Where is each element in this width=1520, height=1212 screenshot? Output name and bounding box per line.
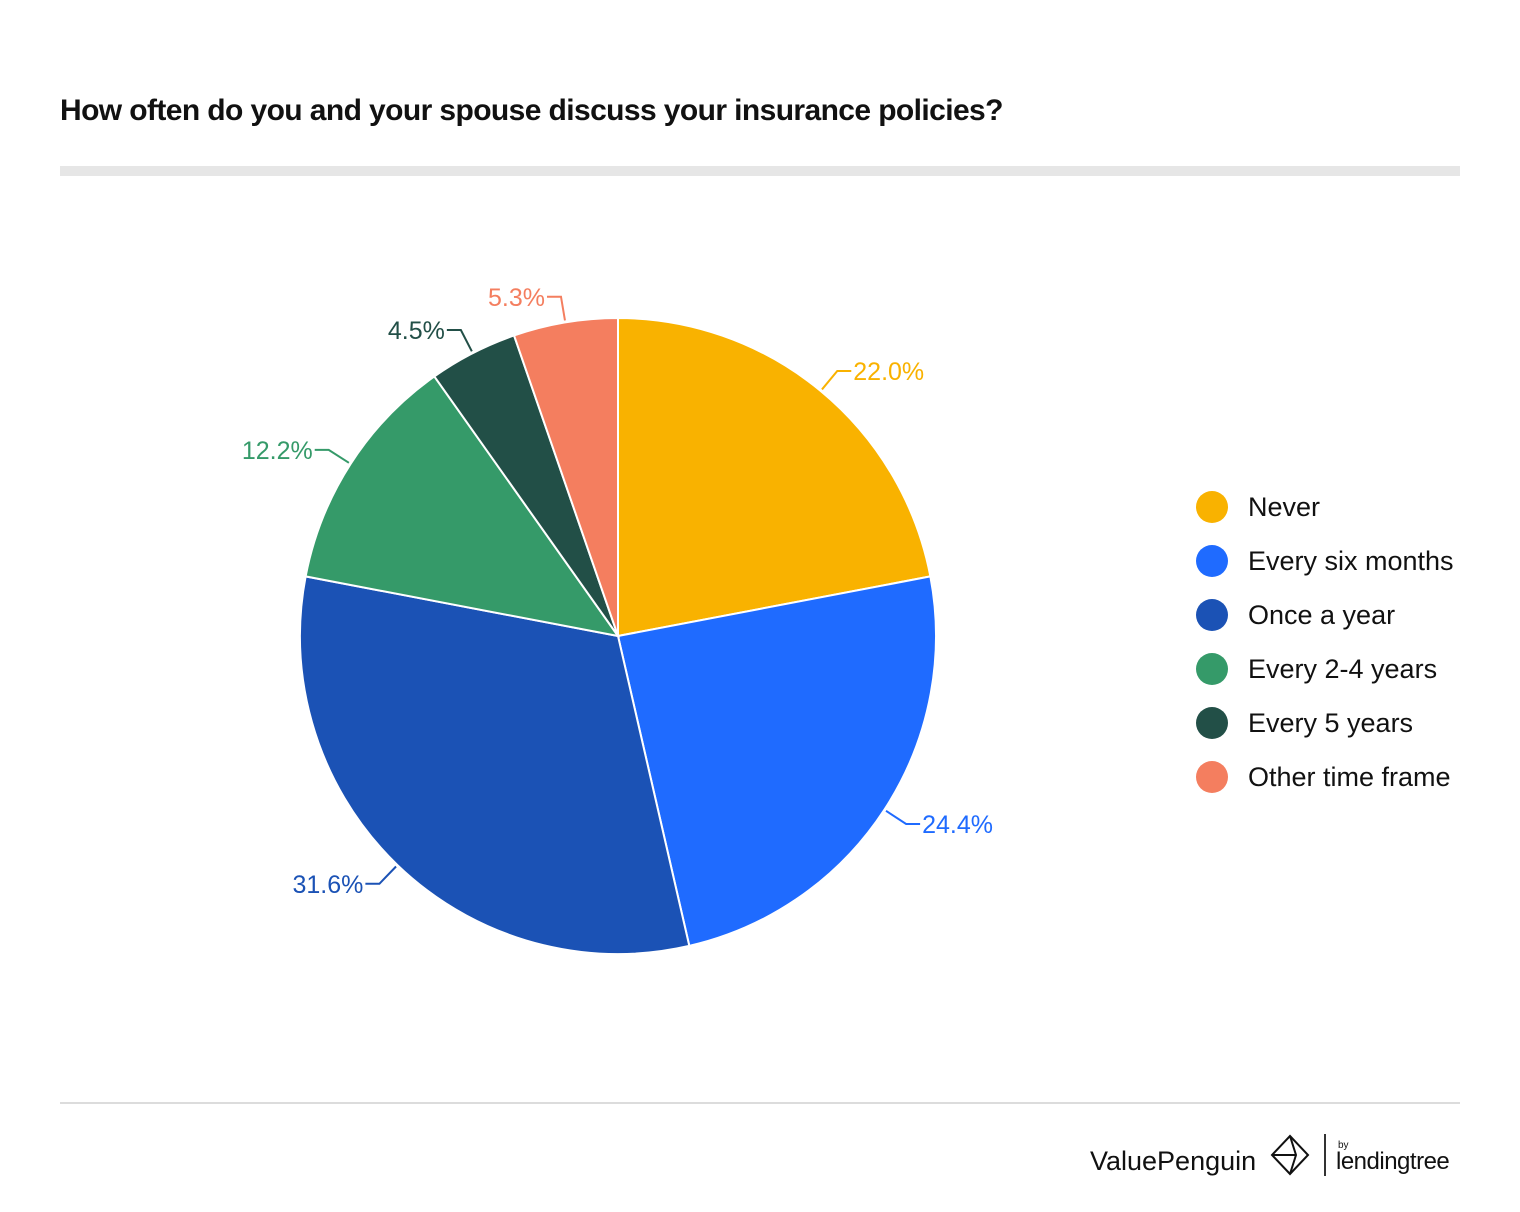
- leader-line-every-six-months: [885, 810, 921, 825]
- legend-label: Once a year: [1248, 599, 1396, 630]
- pie-slice-other-time-frame: [512, 316, 619, 637]
- data-label-never: 22.0%: [853, 358, 924, 386]
- pie-slice-never: [617, 316, 932, 638]
- chart-legend: Never Every six months Once a year Every 2-…: [1196, 480, 1454, 804]
- footer-divider: [60, 1102, 1460, 1104]
- legend-item-once-a-year: Once a year: [1196, 588, 1454, 642]
- lendingtree-wordmark: lendingtree: [1336, 1148, 1450, 1175]
- legend-item-never: Never: [1196, 480, 1454, 534]
- legend-swatch: [1196, 653, 1228, 685]
- legend-swatch: [1196, 599, 1228, 631]
- legend-label: Never: [1248, 491, 1321, 522]
- title-divider-bar: [60, 166, 1460, 176]
- legend-item-every-2-4-years: Every 2-4 years: [1196, 642, 1454, 696]
- leader-line-every-2-4-years: [314, 448, 350, 464]
- valuepenguin-diamond-logo-icon: [1270, 1134, 1310, 1176]
- legend-swatch: [1196, 545, 1228, 577]
- data-label-other-time-frame: 5.3%: [488, 284, 545, 312]
- chart-title: How often do you and your spouse discuss…: [60, 94, 1003, 127]
- data-label-every-5-years: 4.5%: [388, 317, 445, 345]
- leader-line-other-time-frame: [546, 295, 566, 321]
- legend-swatch: [1196, 707, 1228, 739]
- leader-line-every-5-years: [446, 328, 473, 352]
- legend-label: Every six months: [1248, 545, 1454, 576]
- data-label-every-2-4-years: 12.2%: [242, 437, 313, 465]
- legend-swatch: [1196, 761, 1228, 793]
- data-label-once-a-year: 31.6%: [292, 871, 363, 899]
- valuepenguin-wordmark: ValuePenguin: [1090, 1146, 1257, 1176]
- legend-item-every-six-months: Every six months: [1196, 534, 1454, 588]
- legend-label: Other time frame: [1248, 761, 1451, 792]
- pie-slice-once-a-year: [299, 575, 691, 955]
- legend-item-every-5-years: Every 5 years: [1196, 696, 1454, 750]
- brand-by-text: by: [1338, 1140, 1349, 1151]
- data-label-every-six-months: 24.4%: [922, 811, 993, 839]
- legend-swatch: [1196, 491, 1228, 523]
- leader-line-never: [821, 369, 852, 391]
- legend-label: Every 2-4 years: [1248, 653, 1438, 684]
- brand-divider: [1324, 1134, 1326, 1176]
- pie-slice-every-2-4-years: [304, 375, 621, 638]
- legend-item-other-time-frame: Other time frame: [1196, 750, 1454, 804]
- legend-label: Every 5 years: [1248, 707, 1414, 738]
- pie-slice-every-six-months: [616, 575, 937, 948]
- leader-line-once-a-year: [365, 865, 397, 885]
